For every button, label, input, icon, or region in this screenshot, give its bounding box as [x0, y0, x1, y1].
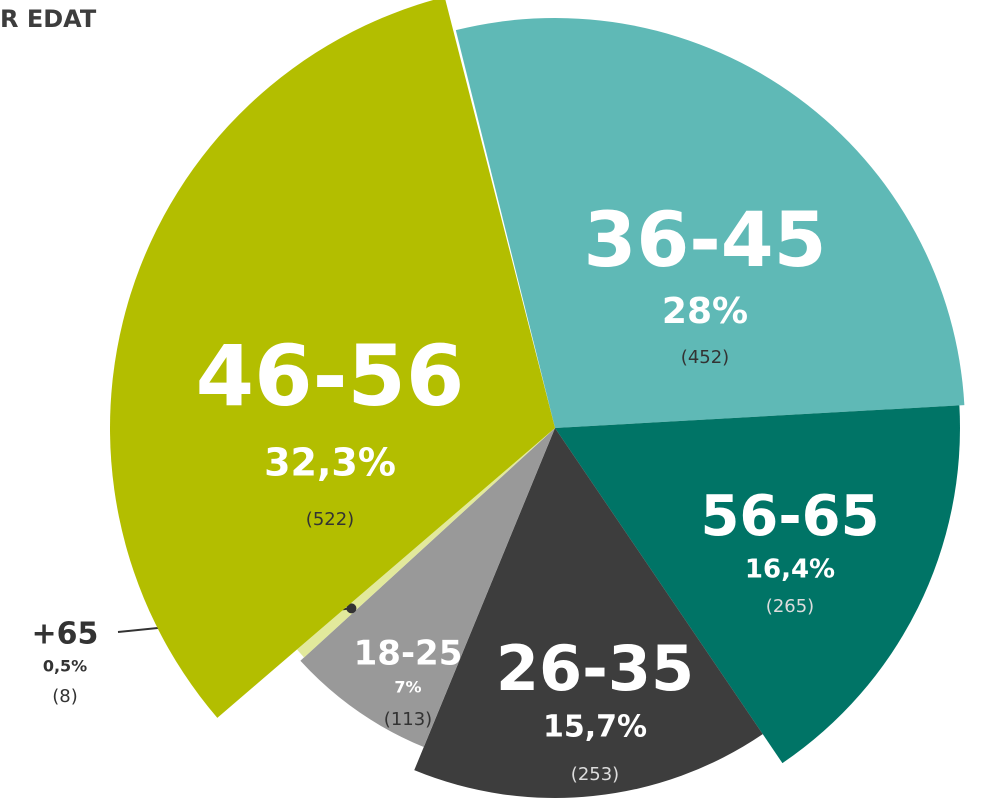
value-label: 0,5% [43, 657, 87, 676]
pie-slice [300, 428, 555, 748]
pie-slice [455, 18, 965, 428]
leader-dot [346, 603, 357, 614]
pie-slice [414, 428, 763, 798]
slice-label: +65 [32, 617, 99, 652]
value-label: 7% [394, 678, 421, 697]
value-label: 16,4% [745, 555, 835, 585]
pie-slice [297, 428, 555, 658]
slice-label: 18-25 [354, 634, 463, 674]
slice-label: 26-35 [496, 632, 694, 705]
count-label: (522) [306, 509, 354, 530]
pie-slice [110, 0, 555, 718]
count-label: (452) [681, 347, 729, 368]
chart-title: R EDAT [0, 5, 97, 33]
pie-slice [555, 405, 960, 764]
count-label: (8) [52, 686, 78, 707]
count-label: (113) [384, 709, 432, 730]
slice-label: 36-45 [583, 195, 826, 284]
value-label: 28% [662, 291, 748, 332]
slice-label: 56-65 [700, 484, 879, 549]
value-label: 32,3% [264, 441, 396, 485]
slice-label: 46-56 [196, 327, 465, 425]
count-label: (265) [766, 596, 814, 617]
count-label: (253) [571, 764, 619, 785]
value-label: 15,7% [543, 710, 647, 745]
